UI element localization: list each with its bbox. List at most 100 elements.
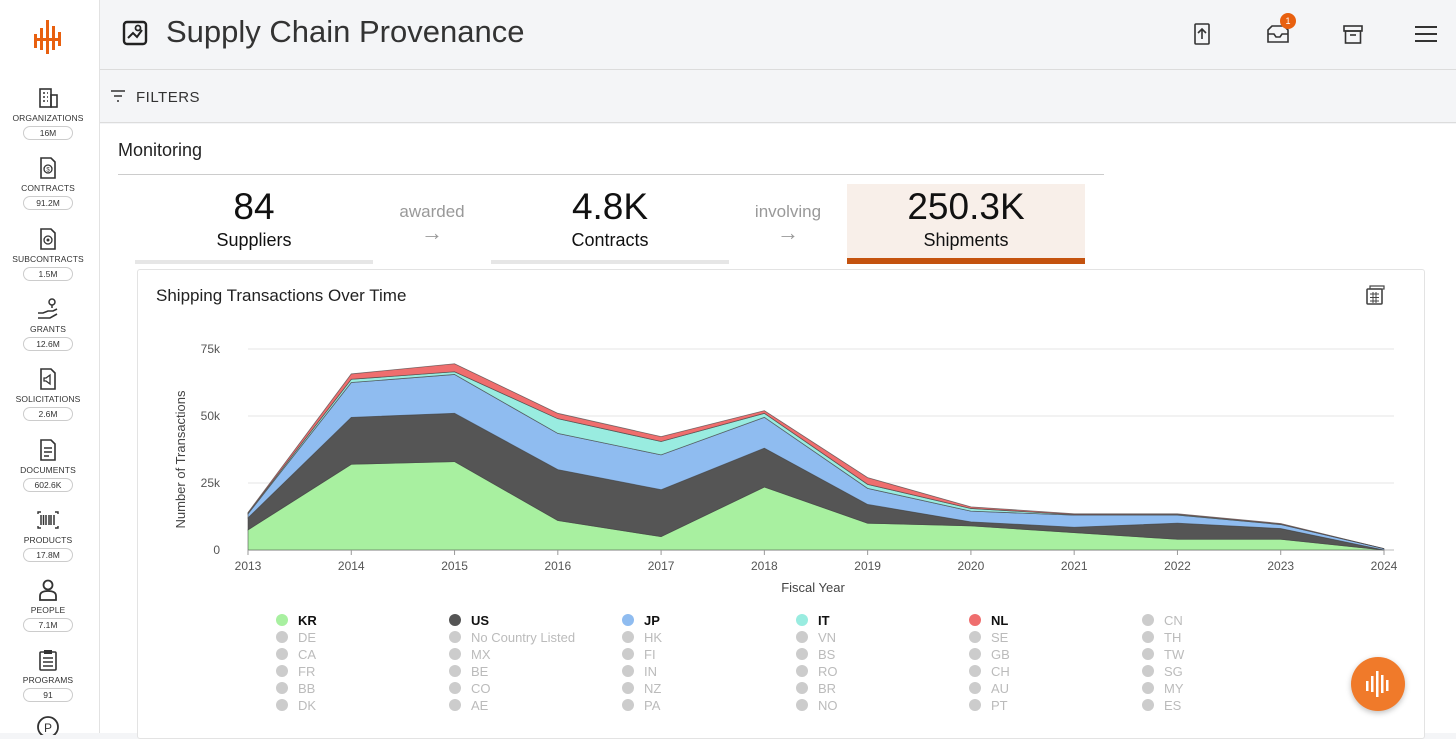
legend-label[interactable]: BR (818, 681, 836, 696)
legend-swatch[interactable] (1142, 631, 1154, 643)
legend-label[interactable]: AU (991, 681, 1009, 696)
archive-button[interactable] (1339, 20, 1367, 48)
legend-label[interactable]: JP (644, 613, 660, 628)
legend-swatch[interactable] (796, 648, 808, 660)
legend-swatch[interactable] (449, 631, 461, 643)
stat-suppliers[interactable]: 84 Suppliers (135, 184, 373, 264)
legend-label[interactable]: TW (1164, 647, 1185, 662)
legend-label[interactable]: CN (1164, 613, 1183, 628)
legend-swatch[interactable] (1142, 682, 1154, 694)
legend-swatch[interactable] (276, 648, 288, 660)
legend-label[interactable]: VN (818, 630, 836, 645)
legend-swatch[interactable] (796, 682, 808, 694)
legend-swatch[interactable] (796, 699, 808, 711)
legend-label[interactable]: AE (471, 698, 489, 713)
sidebar-item-organizations[interactable]: ORGANIZATIONS 16M (0, 86, 96, 141)
legend-label[interactable]: MY (1164, 681, 1184, 696)
legend-swatch[interactable] (1142, 648, 1154, 660)
legend-label[interactable]: SE (991, 630, 1009, 645)
legend-label[interactable]: BS (818, 647, 836, 662)
legend-swatch[interactable] (969, 614, 981, 626)
sidebar-item-solicitations[interactable]: SOLICITATIONS 2.6M (0, 367, 96, 422)
legend-swatch[interactable] (449, 648, 461, 660)
legend-swatch[interactable] (622, 682, 634, 694)
legend-label[interactable]: CA (298, 647, 316, 662)
sidebar-item-products[interactable]: PRODUCTS 17.8M (0, 508, 96, 563)
legend-label[interactable]: BE (471, 664, 489, 679)
legend-swatch[interactable] (622, 699, 634, 711)
inbox-button[interactable]: 1 (1264, 13, 1296, 48)
legend-swatch[interactable] (1142, 665, 1154, 677)
legend-label[interactable]: TH (1164, 630, 1181, 645)
filters-bar[interactable]: FILTERS (100, 71, 1456, 123)
legend-label[interactable]: MX (471, 647, 491, 662)
legend-label[interactable]: DE (298, 630, 316, 645)
legend-label[interactable]: CH (991, 664, 1010, 679)
stat-contracts[interactable]: 4.8K Contracts (491, 184, 729, 264)
export-button[interactable] (1188, 20, 1216, 48)
legend-swatch[interactable] (622, 665, 634, 677)
sidebar-item-contracts[interactable]: $ CONTRACTS 91.2M (0, 156, 96, 211)
legend-swatch[interactable] (1142, 699, 1154, 711)
stat-shipments[interactable]: 250.3K Shipments (847, 184, 1085, 264)
legend-swatch[interactable] (449, 699, 461, 711)
legend-swatch[interactable] (969, 665, 981, 677)
legend-label[interactable]: HK (644, 630, 662, 645)
sidebar-item-programs[interactable]: PROGRAMS 91 (0, 648, 96, 703)
legend-swatch[interactable] (276, 699, 288, 711)
menu-button[interactable] (1412, 20, 1440, 48)
legend-label[interactable]: CO (471, 681, 491, 696)
legend-swatch[interactable] (796, 665, 808, 677)
legend-label[interactable]: RO (818, 664, 838, 679)
sidebar-item-grants[interactable]: GRANTS 12.6M (0, 297, 96, 352)
sidebar-item-people[interactable]: PEOPLE 7.1M (0, 578, 96, 633)
legend-swatch[interactable] (969, 631, 981, 643)
series-area-nl[interactable] (247, 363, 1385, 550)
app-header: Supply Chain Provenance 1 (100, 0, 1456, 70)
legend-label[interactable]: ES (1164, 698, 1182, 713)
sidebar-item-count: 16M (23, 126, 73, 140)
legend-label[interactable]: NO (818, 698, 838, 713)
legend-label[interactable]: FR (298, 664, 315, 679)
legend-swatch[interactable] (969, 648, 981, 660)
legend-label[interactable]: IT (818, 613, 830, 628)
legend-label[interactable]: SG (1164, 664, 1183, 679)
legend-swatch[interactable] (796, 614, 808, 626)
legend-swatch[interactable] (622, 631, 634, 643)
filters-label: FILTERS (136, 89, 201, 106)
sidebar-item-subcontracts[interactable]: SUBCONTRACTS 1.5M (0, 227, 96, 282)
sidebar-item-documents[interactable]: DOCUMENTS 602.6K (0, 438, 96, 493)
legend-label[interactable]: PA (644, 698, 661, 713)
legend-label[interactable]: KR (298, 613, 317, 628)
app-logo-icon[interactable] (34, 20, 62, 54)
partial-nav-icon[interactable]: P (36, 715, 60, 735)
legend-label[interactable]: NZ (644, 681, 661, 696)
archive-icon (1343, 25, 1363, 44)
stat-active-underline (847, 258, 1085, 264)
legend-label[interactable]: PT (991, 698, 1008, 713)
legend-swatch[interactable] (969, 699, 981, 711)
legend-label[interactable]: GB (991, 647, 1010, 662)
legend-swatch[interactable] (276, 682, 288, 694)
sidebar: ORGANIZATIONS 16M $ CONTRACTS 91.2M SUBCONTRA… (0, 0, 100, 735)
legend-swatch[interactable] (1142, 614, 1154, 626)
legend-swatch[interactable] (276, 665, 288, 677)
calculator-icon[interactable] (1364, 284, 1386, 306)
legend-swatch[interactable] (622, 614, 634, 626)
assistant-fab[interactable] (1351, 657, 1405, 711)
legend-label[interactable]: DK (298, 698, 316, 713)
legend-swatch[interactable] (449, 665, 461, 677)
legend-label[interactable]: No Country Listed (471, 630, 575, 645)
legend-swatch[interactable] (276, 614, 288, 626)
legend-label[interactable]: NL (991, 613, 1008, 628)
legend-swatch[interactable] (622, 648, 634, 660)
legend-label[interactable]: US (471, 613, 489, 628)
legend-label[interactable]: IN (644, 664, 657, 679)
legend-swatch[interactable] (276, 631, 288, 643)
legend-label[interactable]: BB (298, 681, 315, 696)
legend-swatch[interactable] (449, 682, 461, 694)
legend-swatch[interactable] (796, 631, 808, 643)
legend-swatch[interactable] (449, 614, 461, 626)
legend-label[interactable]: FI (644, 647, 656, 662)
legend-swatch[interactable] (969, 682, 981, 694)
